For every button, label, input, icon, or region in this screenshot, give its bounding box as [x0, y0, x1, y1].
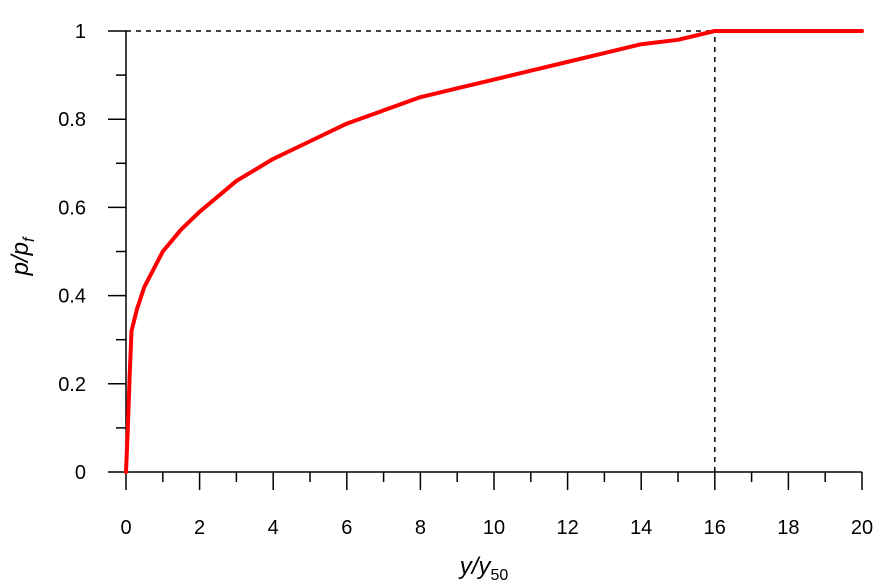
- ticks: 0 2 4 6 8 10 12 14 16 18 20 0 0.2 0.4 0.6 0.8 1: [58, 21, 873, 539]
- x-tick-label: 12: [556, 517, 578, 539]
- x-tick-label: 4: [268, 517, 279, 539]
- y-tick-label: 0: [75, 462, 86, 484]
- x-tick-label: 10: [483, 517, 505, 539]
- reference-lines: [126, 30, 716, 472]
- y-tick-label: 0.2: [58, 374, 86, 396]
- y-tick-label: 1: [75, 21, 86, 43]
- x-tick-label: 6: [341, 517, 352, 539]
- x-tick-label: 14: [630, 517, 652, 539]
- axes: [125, 31, 862, 473]
- x-tick-label: 0: [120, 517, 131, 539]
- y-axis-title: p/pf: [7, 236, 38, 276]
- series: [124, 29, 864, 474]
- y-tick-label: 0.4: [58, 286, 86, 308]
- x-tick-label: 8: [415, 517, 426, 539]
- x-tick-label: 20: [851, 517, 873, 539]
- y-tick-label: 0.6: [58, 197, 86, 219]
- series-line: [124, 29, 864, 474]
- y-tick-label: 0.8: [58, 109, 86, 131]
- x-axis-title: y/y50: [458, 553, 509, 584]
- x-tick-label: 2: [194, 517, 205, 539]
- x-tick-label: 18: [777, 517, 799, 539]
- x-tick-label: 16: [704, 517, 726, 539]
